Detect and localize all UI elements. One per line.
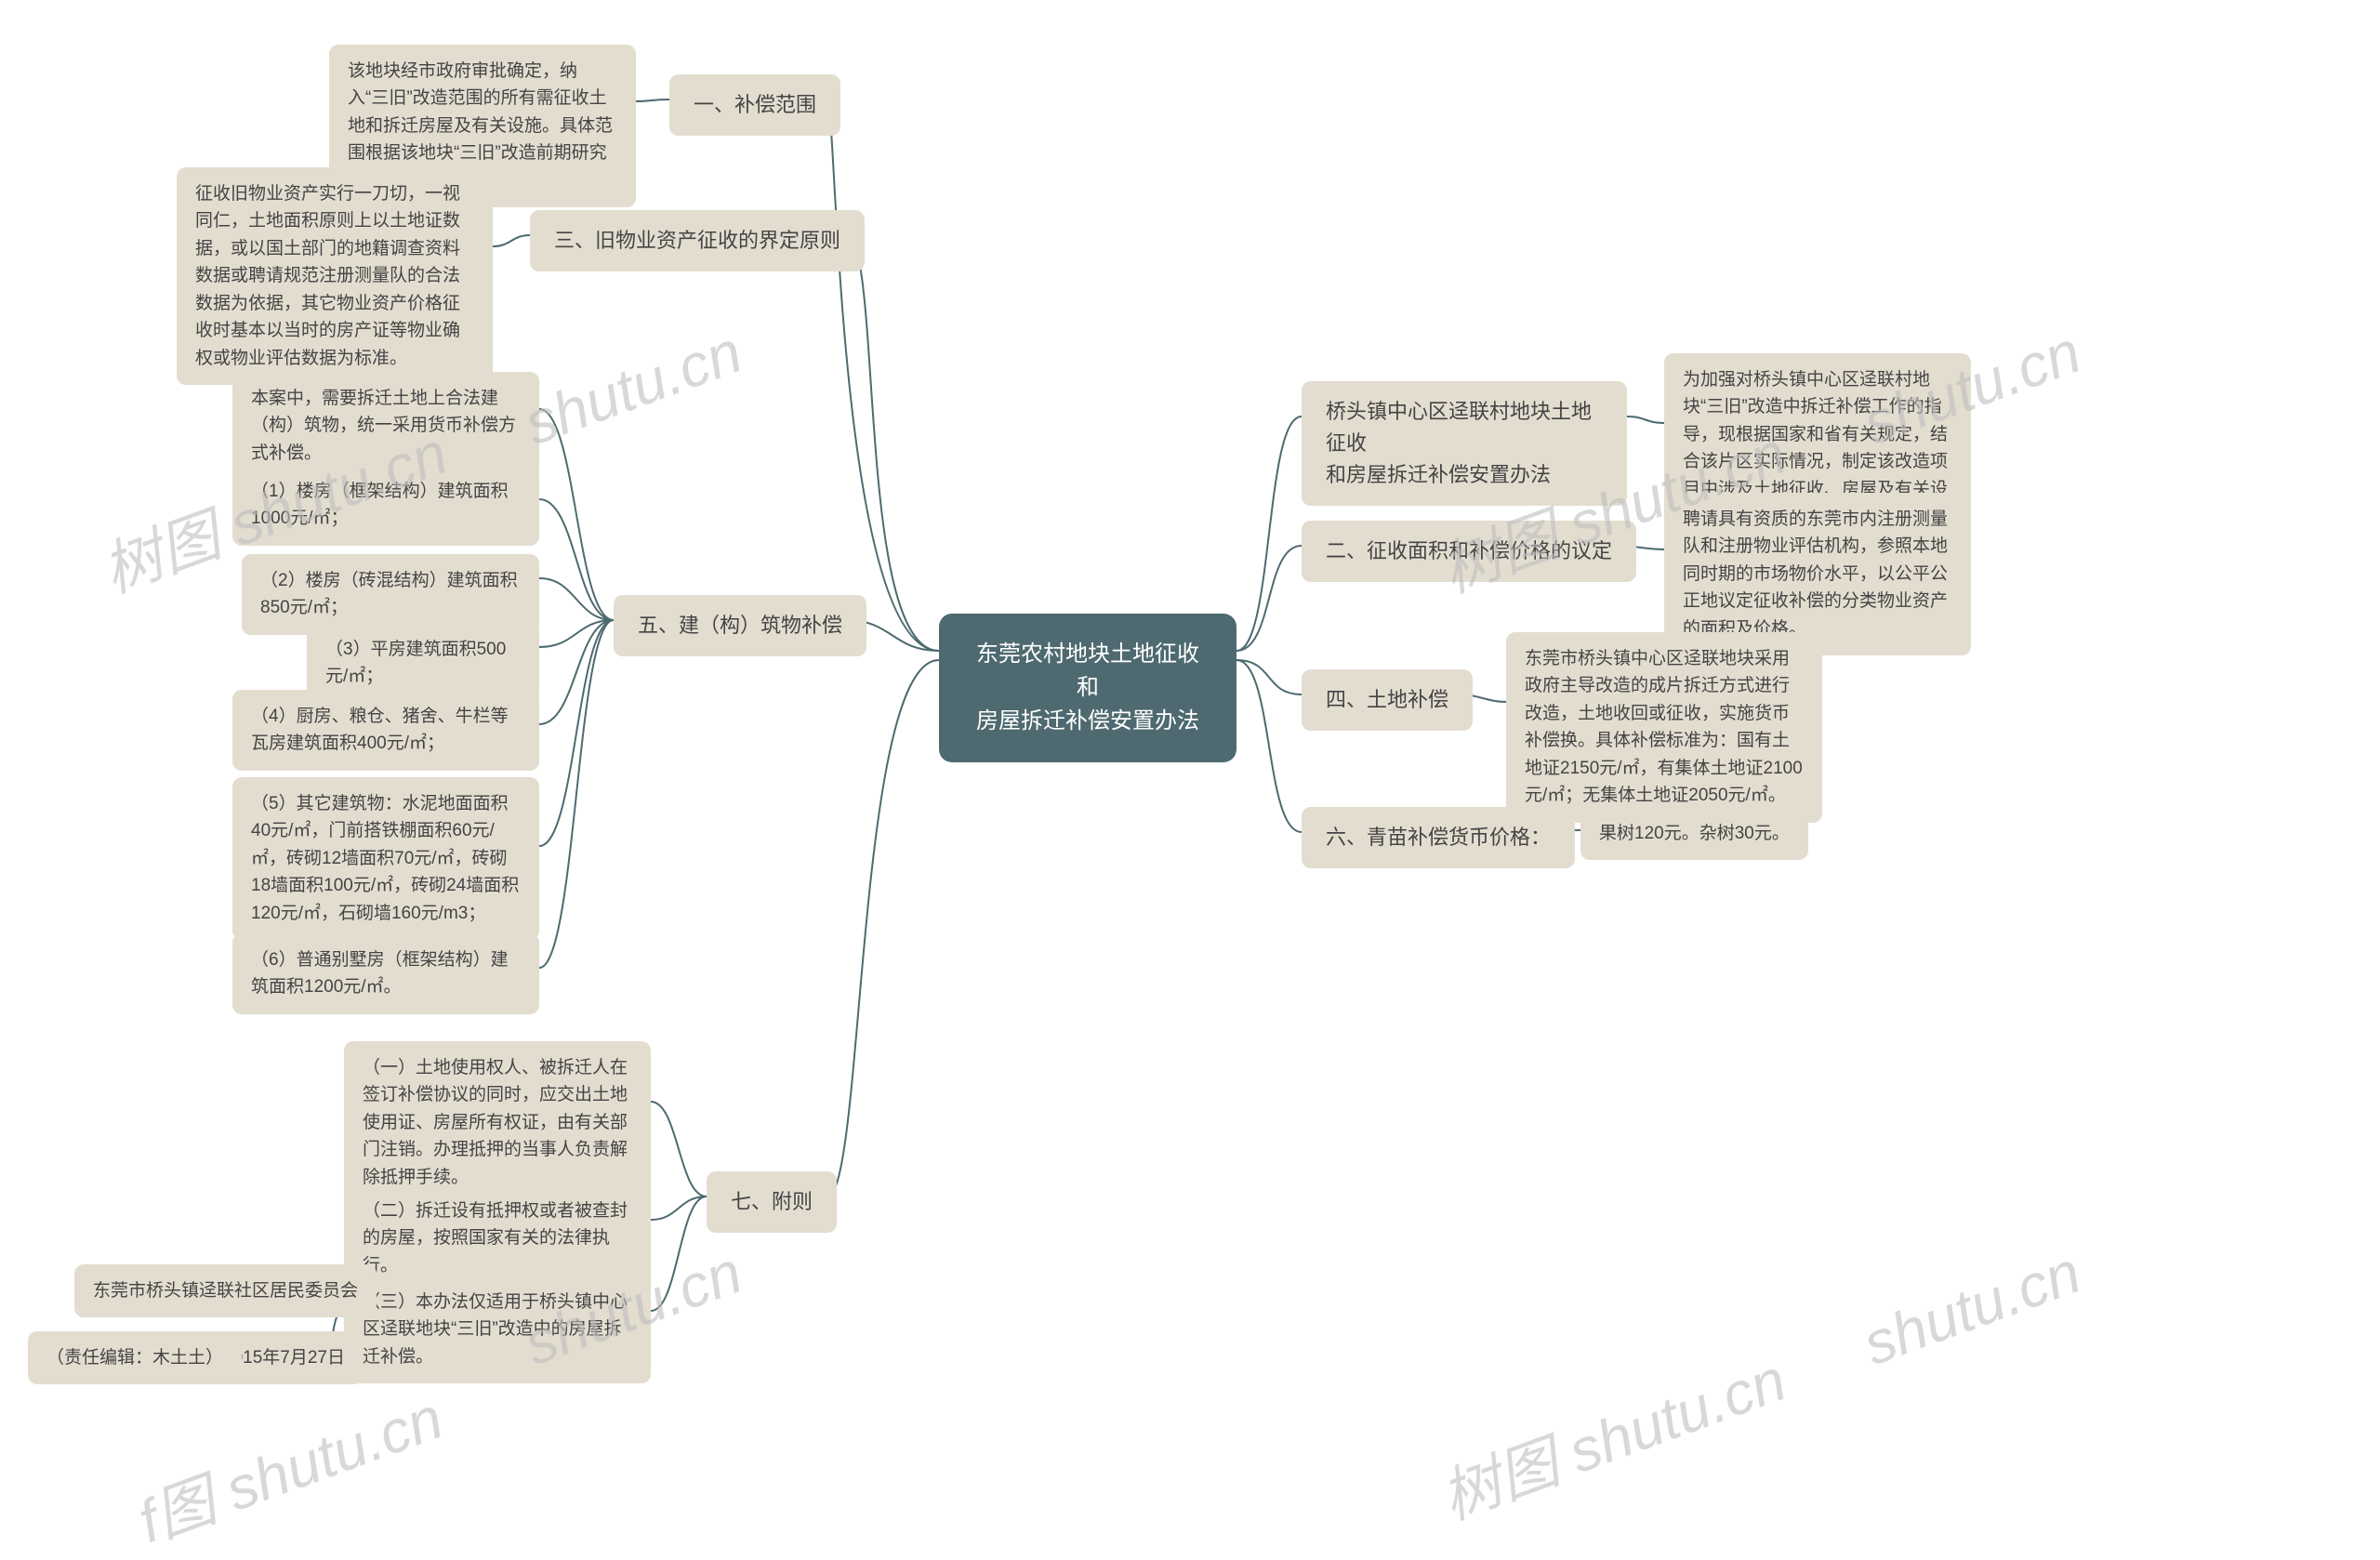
leaf-b5c0-text: 本案中，需要拆迁土地上合法建（构）筑物，统一采用货币补偿方式补偿。 bbox=[251, 389, 516, 463]
leaf-r2c1[interactable]: 聘请具有资质的东莞市内注册测量队和注册物业评估机构，参照本地同时期的市场物价水平… bbox=[1664, 493, 1971, 655]
connector bbox=[651, 1196, 707, 1311]
center-line1: 东莞农村地块土地征收和 bbox=[976, 641, 1199, 700]
leaf-b7c3a-text: 东莞市桥头镇迳联社区居民委员会 bbox=[93, 1281, 358, 1301]
leaf-b3c1-text: 征收旧物业资产实行一刀切，一视同仁，土地面积原则上以土地证数据，或以国土部门的地… bbox=[195, 184, 460, 368]
leaf-b7c3-text: （三）本办法仅适用于桥头镇中心区迳联地块“三旧”改造中的房屋拆迁补偿。 bbox=[363, 1292, 628, 1367]
branch-b7-label: 七、附则 bbox=[731, 1190, 813, 1213]
branch-r6-label: 六、青苗补偿货币价格： bbox=[1326, 826, 1551, 849]
branch-b5[interactable]: 五、建（构）筑物补偿 bbox=[614, 595, 866, 656]
watermark: shutu.cn bbox=[1855, 1237, 2090, 1379]
connector bbox=[539, 620, 614, 724]
connector bbox=[539, 620, 614, 647]
leaf-b7c3a[interactable]: 东莞市桥头镇迳联社区居民委员会 bbox=[74, 1264, 377, 1317]
connector bbox=[539, 578, 614, 620]
branch-r0[interactable]: 桥头镇中心区迳联村地块土地征收 和房屋拆迁补偿安置办法 bbox=[1302, 381, 1627, 506]
leaf-b7c3b1[interactable]: （责任编辑：木土土） bbox=[28, 1331, 242, 1384]
leaf-b7c1[interactable]: （一）土地使用权人、被拆迁人在签订补偿协议的同时，应交出土地使用证、房屋所有权证… bbox=[344, 1041, 651, 1204]
branch-r4-label: 四、土地补偿 bbox=[1326, 688, 1448, 711]
connector bbox=[539, 499, 614, 620]
connector bbox=[539, 620, 614, 968]
leaf-b5c5[interactable]: （5）其它建筑物：水泥地面面积40元/㎡，门前搭铁棚面积60元/㎡，砖砌12墙面… bbox=[232, 777, 539, 940]
branch-r2-label: 二、征收面积和补偿价格的议定 bbox=[1326, 539, 1612, 562]
watermark: f图 shutu.cn bbox=[126, 1370, 453, 1559]
branch-b7[interactable]: 七、附则 bbox=[707, 1171, 837, 1233]
branch-b5-label: 五、建（构）筑物补偿 bbox=[638, 614, 842, 637]
branch-r2[interactable]: 二、征收面积和补偿价格的议定 bbox=[1302, 521, 1636, 582]
leaf-r2c1-text: 聘请具有资质的东莞市内注册测量队和注册物业评估机构，参照本地同时期的市场物价水平… bbox=[1683, 509, 1948, 639]
center-node[interactable]: 东莞农村地块土地征收和 房屋拆迁补偿安置办法 bbox=[939, 614, 1236, 762]
connector bbox=[539, 620, 614, 846]
leaf-r6c1-text: 果树120元。杂树30元。 bbox=[1599, 824, 1790, 843]
branch-b3-label: 三、旧物业资产征收的界定原则 bbox=[554, 229, 840, 252]
leaf-r4c1-text: 东莞市桥头镇中心区迳联地块采用政府主导改造的成片拆迁方式进行改造，土地收回或征收… bbox=[1525, 649, 1803, 805]
leaf-b5c0[interactable]: 本案中，需要拆迁土地上合法建（构）筑物，统一采用货币补偿方式补偿。 bbox=[232, 372, 539, 480]
connector bbox=[539, 409, 614, 620]
connector bbox=[493, 235, 530, 246]
connector bbox=[1236, 416, 1302, 651]
branch-b1[interactable]: 一、补偿范围 bbox=[669, 74, 840, 136]
leaf-r6c1[interactable]: 果树120元。杂树30元。 bbox=[1580, 807, 1808, 860]
leaf-b5c2-text: （2）楼房（砖混结构）建筑面积850元/㎡； bbox=[260, 571, 518, 617]
branch-r0-line1: 桥头镇中心区迳联村地块土地征收 bbox=[1326, 400, 1592, 455]
watermark: 树图 shutu.cn bbox=[1428, 1332, 1796, 1536]
connector bbox=[827, 99, 939, 651]
leaf-b5c1[interactable]: （1）楼房（框架结构）建筑面积1000元/㎡； bbox=[232, 465, 539, 546]
connector bbox=[1236, 660, 1302, 832]
leaf-b5c1-text: （1）楼房（框架结构）建筑面积1000元/㎡； bbox=[251, 482, 509, 528]
connector bbox=[846, 235, 939, 651]
branch-r0-line2: 和房屋拆迁补偿安置办法 bbox=[1326, 463, 1551, 486]
leaf-b5c5-text: （5）其它建筑物：水泥地面面积40元/㎡，门前搭铁棚面积60元/㎡，砖砌12墙面… bbox=[251, 794, 519, 923]
leaf-b5c4-text: （4）厨房、粮仓、猪舍、牛栏等瓦房建筑面积400元/㎡； bbox=[251, 707, 509, 753]
connector bbox=[1627, 416, 1664, 423]
connector bbox=[651, 1196, 707, 1220]
leaf-b5c6[interactable]: （6）普通别墅房（框架结构）建筑面积1200元/㎡。 bbox=[232, 933, 539, 1014]
branch-b1-label: 一、补偿范围 bbox=[694, 93, 816, 116]
branch-b3[interactable]: 三、旧物业资产征收的界定原则 bbox=[530, 210, 865, 271]
watermark: shutu.cn bbox=[516, 317, 751, 458]
leaf-b5c4[interactable]: （4）厨房、粮仓、猪舍、牛栏等瓦房建筑面积400元/㎡； bbox=[232, 690, 539, 771]
leaf-b7c3[interactable]: （三）本办法仅适用于桥头镇中心区迳联地块“三旧”改造中的房屋拆迁补偿。 bbox=[344, 1276, 651, 1383]
leaf-b7c2-text: （二）拆迁设有抵押权或者被查封的房屋，按照国家有关的法律执行。 bbox=[363, 1201, 628, 1276]
connector bbox=[1236, 660, 1302, 694]
leaf-b7c1-text: （一）土地使用权人、被拆迁人在签订补偿协议的同时，应交出土地使用证、房屋所有权证… bbox=[363, 1058, 628, 1187]
branch-r4[interactable]: 四、土地补偿 bbox=[1302, 669, 1473, 731]
leaf-b5c3-text: （3）平房建筑面积500元/㎡； bbox=[325, 640, 506, 686]
leaf-b3c1[interactable]: 征收旧物业资产实行一刀切，一视同仁，土地面积原则上以土地证数据，或以国土部门的地… bbox=[177, 167, 493, 385]
connector bbox=[1236, 546, 1302, 651]
branch-r6[interactable]: 六、青苗补偿货币价格： bbox=[1302, 807, 1575, 868]
leaf-b7c3b1-text: （责任编辑：木土土） bbox=[46, 1348, 223, 1368]
leaf-r4c1[interactable]: 东莞市桥头镇中心区迳联地块采用政府主导改造的成片拆迁方式进行改造，土地收回或征收… bbox=[1506, 632, 1822, 823]
connector bbox=[636, 99, 669, 101]
connector bbox=[827, 660, 939, 1196]
leaf-b5c6-text: （6）普通别墅房（框架结构）建筑面积1200元/㎡。 bbox=[251, 950, 509, 997]
center-line2: 房屋拆迁补偿安置办法 bbox=[976, 708, 1199, 734]
connector bbox=[651, 1102, 707, 1196]
